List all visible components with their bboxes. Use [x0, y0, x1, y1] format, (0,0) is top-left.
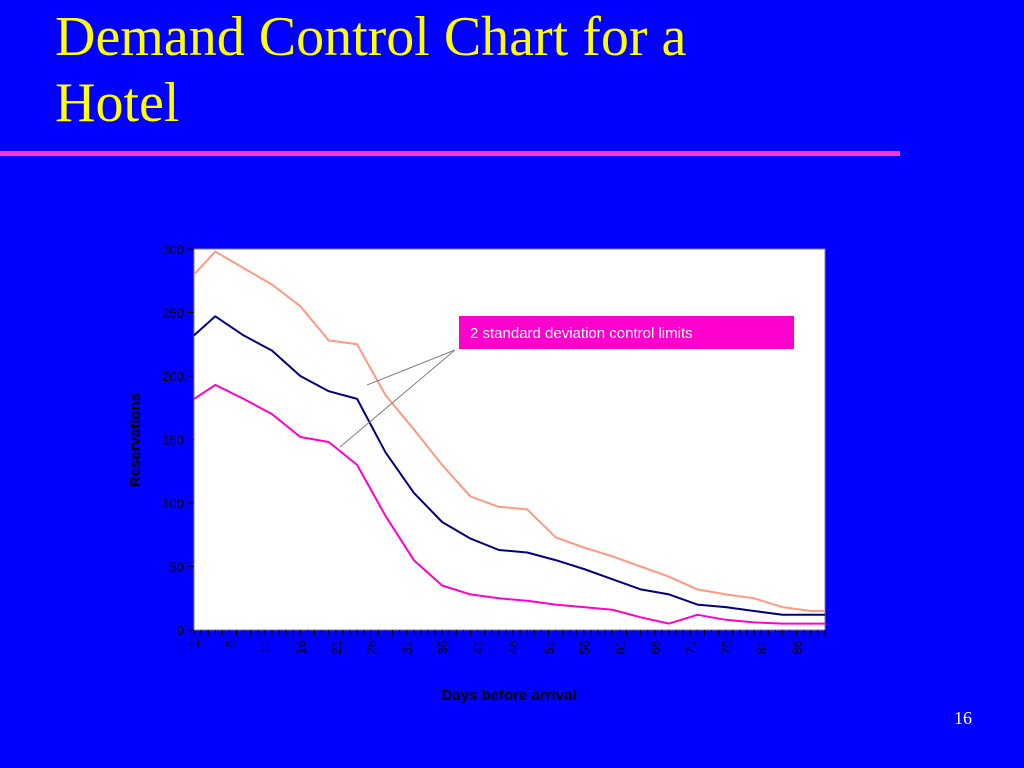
x-tick-label: 31 — [400, 640, 415, 654]
slide-title-line1: Demand Control Chart for a — [55, 6, 687, 68]
y-tick-label: 300 — [162, 242, 184, 257]
x-tick-label: 51 — [541, 640, 556, 654]
x-tick-label: 76 — [719, 640, 734, 654]
x-tick-label: 46 — [506, 640, 521, 654]
x-tick-label: 56 — [577, 640, 592, 654]
series-line-1 — [193, 315, 825, 616]
x-tick-label: 81 — [754, 640, 769, 654]
x-tick-label: 1 — [187, 640, 202, 647]
y-tick-label: 200 — [162, 369, 184, 384]
x-tick-label: 86 — [790, 640, 805, 654]
plot-area — [193, 248, 826, 631]
y-tick-label: 0 — [177, 623, 184, 638]
x-tick-label: 21 — [329, 640, 344, 654]
x-tick-label: 6 — [222, 640, 237, 647]
slide-title-line2: Hotel — [55, 72, 180, 134]
annotation-text: 2 standard deviation control limits — [470, 325, 693, 342]
x-tick-label: 61 — [612, 640, 627, 654]
annotation-pointer-upper — [366, 349, 456, 386]
x-tick-label: 16 — [293, 640, 308, 654]
y-axis: 0 50 100 150 200 250 300 — [162, 242, 194, 638]
series-line-0 — [193, 250, 825, 612]
slide-title: Demand Control Chart for a Hotel — [55, 4, 855, 136]
annotation-box — [459, 316, 794, 349]
title-divider — [0, 151, 900, 156]
y-tick-label: 250 — [162, 306, 184, 321]
slide-number: 16 — [954, 708, 972, 728]
x-axis: 1 6 11 16 21 26 31 36 41 46 51 56 61 66 71 76 81 86 — [187, 630, 826, 654]
x-tick-label: 41 — [471, 640, 486, 654]
x-tick-label: 66 — [648, 640, 663, 654]
y-axis-title: Reservations — [127, 393, 144, 487]
y-tick-label: 150 — [162, 433, 184, 448]
x-tick-label: 11 — [258, 640, 273, 654]
y-tick-label: 100 — [162, 496, 184, 511]
x-axis-title: Days before arrival — [441, 687, 576, 704]
annotation: 2 standard deviation control limits — [339, 316, 794, 448]
series-line-2 — [193, 383, 825, 625]
x-tick-label: 26 — [364, 640, 379, 654]
y-tick-label: 50 — [170, 560, 184, 575]
series-layer — [193, 250, 825, 625]
x-tick-label: 36 — [435, 640, 450, 654]
annotation-pointer-lower — [339, 349, 456, 448]
x-tick-label: 71 — [683, 640, 698, 654]
